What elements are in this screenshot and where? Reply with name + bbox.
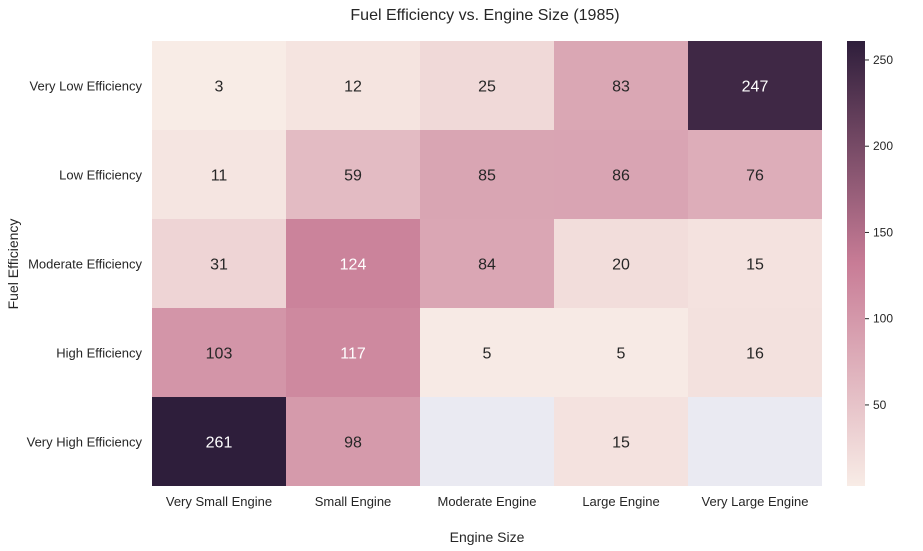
- colorbar-tick-label: 150: [873, 225, 893, 239]
- colorbar-tick-label: 50: [873, 398, 887, 412]
- cell-value-label: 15: [612, 435, 630, 452]
- y-tick-label: Moderate Efficiency: [28, 257, 142, 272]
- heatmap-cell: [286, 41, 420, 130]
- cell-value-label: 117: [340, 346, 366, 363]
- heatmap-cell: [152, 219, 286, 308]
- cell-value-label: 84: [478, 257, 496, 274]
- colorbar-tick-label: 200: [873, 139, 893, 153]
- cell-value-label: 261: [206, 435, 233, 452]
- x-tick-label: Very Small Engine: [166, 494, 272, 509]
- heatmap-cell: [688, 308, 822, 397]
- cell-value-label: 247: [742, 79, 769, 96]
- heatmap-cell: [554, 397, 688, 486]
- cell-value-label: 98: [344, 435, 362, 452]
- cell-value-label: 103: [206, 346, 233, 363]
- heatmap-cell: [688, 219, 822, 308]
- heatmap-cell: [688, 130, 822, 219]
- heatmap-cell: [152, 41, 286, 130]
- y-tick-labels: Very Low Efficiency Low Efficiency Moderat…: [27, 79, 143, 450]
- heatmap-cell: [152, 130, 286, 219]
- cell-value-label: 15: [746, 257, 764, 274]
- cell-value-label: 31: [210, 257, 228, 274]
- cell-value-label: 16: [746, 346, 764, 363]
- heatmap-cell: [286, 219, 420, 308]
- x-axis-label: Engine Size: [450, 529, 525, 545]
- x-tick-label: Very Large Engine: [702, 494, 809, 509]
- heatmap-cell: [152, 308, 286, 397]
- cell-value-label: 5: [483, 346, 492, 363]
- y-tick-label: Very Low Efficiency: [30, 79, 143, 94]
- cell-value-label: 20: [612, 257, 630, 274]
- colorbar-tick-label: 100: [873, 312, 893, 326]
- chart-title: Fuel Efficiency vs. Engine Size (1985): [350, 7, 619, 24]
- cell-value-label: 85: [478, 168, 496, 185]
- heatmap-cell: [420, 397, 554, 486]
- colorbar-tick-label: 250: [873, 53, 893, 67]
- x-tick-label: Small Engine: [315, 494, 392, 509]
- cell-value-label: 83: [612, 79, 630, 96]
- colorbar-gradient: [847, 41, 865, 486]
- cell-value-label: 86: [612, 168, 630, 185]
- heatmap-cell: [554, 219, 688, 308]
- heatmap-cell: [554, 308, 688, 397]
- cell-value-label: 3: [215, 79, 224, 96]
- heatmap-cell: [554, 130, 688, 219]
- heatmap-cell: [420, 219, 554, 308]
- y-axis-label: Fuel Efficiency: [5, 219, 21, 310]
- heatmap-cell: [554, 41, 688, 130]
- colorbar: 50 100 150 200 250: [847, 41, 893, 486]
- heatmap-cell: [286, 397, 420, 486]
- y-tick-label: Very High Efficiency: [27, 435, 143, 450]
- heatmap-cell: [688, 397, 822, 486]
- x-tick-labels: Very Small Engine Small Engine Moderate En…: [166, 494, 809, 509]
- cell-value-label: 5: [617, 346, 626, 363]
- heatmap-cell: [420, 41, 554, 130]
- cell-value-label: 25: [478, 79, 496, 96]
- heatmap-cell: [152, 397, 286, 486]
- cell-value-label: 59: [344, 168, 362, 185]
- y-tick-label: High Efficiency: [56, 346, 142, 361]
- heatmap-cell: [286, 308, 420, 397]
- heatmap-cell: [286, 130, 420, 219]
- heatmap-cell: [420, 130, 554, 219]
- x-tick-label: Moderate Engine: [437, 494, 536, 509]
- cell-value-label: 11: [211, 168, 228, 185]
- heatmap-cell: [688, 41, 822, 130]
- x-tick-label: Large Engine: [582, 494, 659, 509]
- y-tick-label: Low Efficiency: [59, 168, 142, 183]
- cell-value-label: 12: [344, 79, 362, 96]
- heatmap-cells: 3 12 25 83 247 11 59 85 86 76 31 124 84 20 15 103 117 5 5 1…: [152, 41, 822, 486]
- cell-value-label: 124: [340, 257, 367, 274]
- heatmap-cell: [420, 308, 554, 397]
- cell-value-label: 76: [746, 168, 764, 185]
